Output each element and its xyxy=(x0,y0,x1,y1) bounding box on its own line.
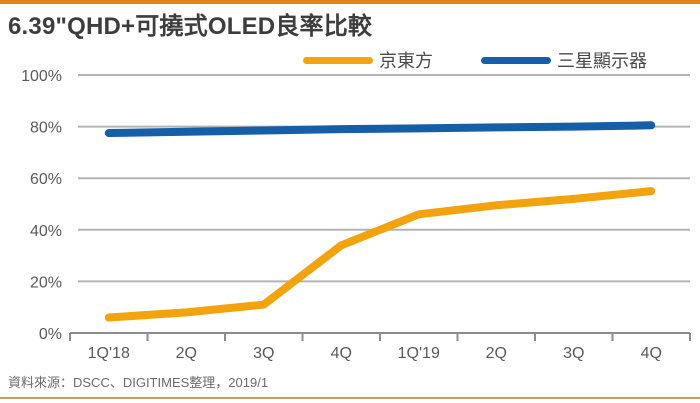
top-accent-bar xyxy=(0,0,700,4)
x-tick-label: 4Q xyxy=(641,345,662,362)
x-tick-label: 2Q xyxy=(486,345,507,362)
page-title: 6.39"QHD+可撓式OLED良率比較 xyxy=(8,13,373,40)
series-line-boe xyxy=(104,187,656,322)
bottom-accent-line xyxy=(0,397,700,399)
legend-swatch-samsung xyxy=(481,56,551,64)
x-tick-label: 4Q xyxy=(331,345,352,362)
y-tick-label: 80% xyxy=(30,120,62,137)
legend-swatch-boe xyxy=(303,56,373,64)
source-note: 資料來源：DSCC、DIGITIMES整理，2019/1 xyxy=(8,375,269,390)
legend-item-boe: 京東方 xyxy=(303,47,433,73)
x-tick-label: 1Q'19 xyxy=(398,345,440,362)
x-tick-label: 3Q xyxy=(563,345,584,362)
x-tick-label: 1Q'18 xyxy=(88,345,130,362)
y-tick-label: 20% xyxy=(30,274,62,291)
y-tick-label: 40% xyxy=(30,223,62,240)
y-tick-label: 100% xyxy=(21,68,62,85)
legend-label-boe: 京東方 xyxy=(379,51,433,71)
legend-item-samsung: 三星顯示器 xyxy=(481,47,647,73)
series-line-samsung xyxy=(104,121,656,138)
y-tick-label: 0% xyxy=(39,326,62,343)
x-tick-label: 2Q xyxy=(176,345,197,362)
chart-legend: 京東方 三星顯示器 xyxy=(303,47,647,73)
x-tick-label: 3Q xyxy=(253,345,274,362)
legend-label-samsung: 三星顯示器 xyxy=(557,51,647,71)
y-tick-label: 60% xyxy=(30,171,62,188)
